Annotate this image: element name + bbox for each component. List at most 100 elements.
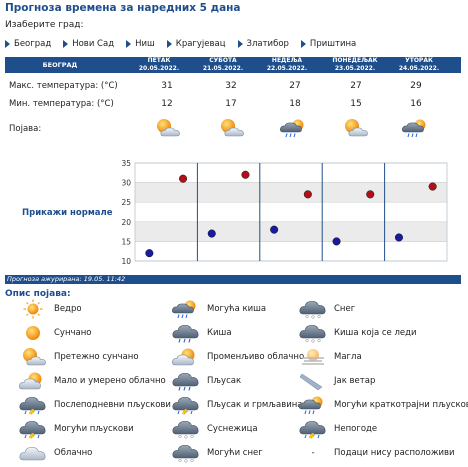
legend-item: Променљиво облачно xyxy=(171,347,304,367)
legend-label: Облачно xyxy=(54,448,93,458)
y-tick-label: 35 xyxy=(121,159,131,168)
legend-item: Могући пљускови xyxy=(18,419,134,439)
legend-item: Ведро xyxy=(18,299,82,319)
snow-icon xyxy=(298,299,328,319)
y-tick-label: 20 xyxy=(121,218,131,227)
legend-item: Послеподневни пљускови xyxy=(18,395,171,415)
legend-label: Пљусак и грмљавина xyxy=(207,400,303,410)
arrow-right-icon xyxy=(300,40,306,48)
no-data-icon: - xyxy=(311,448,315,458)
severe-weather-icon xyxy=(298,419,328,439)
legend-item: Могући снег xyxy=(171,443,263,463)
day-date: 23.05.2022. xyxy=(334,64,376,72)
legend-label: Могући снег xyxy=(207,448,263,458)
min-temp-point xyxy=(270,225,279,234)
legend-item: Јак ветар xyxy=(298,371,375,391)
header-day-3: НЕДЕЉА 22.05.2022. xyxy=(257,57,317,73)
legend-item: Претежно сунчано xyxy=(18,347,139,367)
arrow-right-icon xyxy=(126,40,132,48)
y-tick-label: 25 xyxy=(121,198,131,207)
min-temp-point xyxy=(394,233,403,242)
show-normals-link[interactable]: Прикажи нормале xyxy=(22,208,113,218)
legend-item: Могући краткотрајни пљускови xyxy=(298,395,468,415)
city-label: Београд xyxy=(14,39,52,49)
max-temp-point xyxy=(366,190,375,199)
legend-item: Пљусак и грмљавина xyxy=(171,395,303,415)
update-bar: Прогноза ажурирана: 19.05. 11:42 xyxy=(5,275,461,284)
legend-item: Магла xyxy=(298,347,362,367)
header-day-4: ПОНЕДЕЉАК 23.05.2022. xyxy=(325,57,385,73)
legend-label: Сунчано xyxy=(54,328,92,338)
y-tick-label: 30 xyxy=(121,179,131,188)
phenomenon-label: Појава: xyxy=(9,124,42,134)
legend-label: Променљиво облачно xyxy=(207,352,305,362)
min-temp-point xyxy=(207,229,216,238)
legend-label: Непогоде xyxy=(334,424,378,434)
legend-item: Непогоде xyxy=(298,419,377,439)
min-temp-label: Мин. температура: (°C) xyxy=(9,99,114,109)
max-temp-point xyxy=(303,190,312,199)
header-day-5: УТОРАК 24.05.2022. xyxy=(389,57,449,73)
max-temp-value: 27 xyxy=(350,81,362,91)
sunny-cloud-icon xyxy=(340,118,370,138)
cloudy-icon xyxy=(18,443,48,463)
city-link-beograd[interactable]: Београд xyxy=(5,38,51,50)
legend-label: Могући пљускови xyxy=(54,424,134,434)
day-date: 22.05.2022. xyxy=(266,64,308,72)
legend-label: Мало и умерено облачно xyxy=(54,376,166,386)
city-link-novi-sad[interactable]: Нови Сад xyxy=(63,38,114,50)
arrow-right-icon xyxy=(5,40,10,48)
sunny-cloud-icon xyxy=(152,118,182,138)
city-label: Ниш xyxy=(135,39,155,49)
day-name: НЕДЕЉА xyxy=(271,57,303,64)
sun-icon xyxy=(18,323,48,343)
afternoon-showers-icon xyxy=(18,395,48,415)
arrow-right-icon xyxy=(63,40,69,48)
possible-rain-icon xyxy=(171,299,201,319)
legend-item: Мало и умерено облачно xyxy=(18,371,166,391)
max-temp-value: 27 xyxy=(289,81,301,91)
legend-label: Киша која се леди xyxy=(334,328,417,338)
legend-label: Суснежица xyxy=(207,424,258,434)
day-name: ПЕТАК xyxy=(147,57,171,64)
city-label: Нови Сад xyxy=(72,39,115,49)
max-temp-point xyxy=(179,174,188,183)
min-temp-value: 17 xyxy=(225,99,237,109)
possible-showers-icon xyxy=(18,419,48,439)
max-temp-value: 29 xyxy=(410,81,422,91)
strong-wind-icon xyxy=(298,371,328,391)
legend-label: Послеподневни пљускови xyxy=(54,400,171,410)
legend-item: Могућа киша xyxy=(171,299,266,319)
legend-item: Киша која се леди xyxy=(298,323,417,343)
min-temp-value: 15 xyxy=(350,99,362,109)
variable-cloudy-icon xyxy=(171,347,201,367)
mostly-sunny-icon xyxy=(18,347,48,367)
city-link-nis[interactable]: Ниш xyxy=(126,38,155,50)
y-tick-label: 15 xyxy=(121,237,131,246)
y-tick-label: 10 xyxy=(121,257,131,266)
day-date: 21.05.2022. xyxy=(202,64,244,72)
arrow-right-icon xyxy=(237,40,243,48)
day-date: 20.05.2022. xyxy=(138,64,180,72)
city-label: Крагујевац xyxy=(175,39,226,49)
legend-label: Претежно сунчано xyxy=(54,352,139,362)
city-link-kragujevac[interactable]: Крагујевац xyxy=(166,38,226,50)
legend-label: Магла xyxy=(334,352,362,362)
header-day-2: СУБОТА 21.05.2022. xyxy=(193,57,253,73)
legend-title: Опис појава: xyxy=(5,289,71,299)
rain-icon xyxy=(171,323,201,343)
legend-label: Киша xyxy=(207,328,232,338)
plot-frame xyxy=(134,162,448,262)
legend-item: Пљусак xyxy=(171,371,241,391)
forecast-table-header: БЕОГРАД ПЕТАК 20.05.2022. СУБОТА 21.05.202… xyxy=(5,57,461,73)
city-label: Приштина xyxy=(309,39,357,49)
legend-label: Ведро xyxy=(54,304,82,314)
possible-brief-showers-icon xyxy=(298,395,328,415)
fog-icon xyxy=(298,347,328,367)
max-temp-value: 31 xyxy=(161,81,173,91)
header-city: БЕОГРАД xyxy=(42,61,78,69)
city-link-zlatibor[interactable]: Златибор xyxy=(237,38,289,50)
partly-cloudy-icon xyxy=(18,371,48,391)
min-temp-value: 12 xyxy=(161,99,173,109)
city-link-pristina[interactable]: Приштина xyxy=(300,38,357,50)
